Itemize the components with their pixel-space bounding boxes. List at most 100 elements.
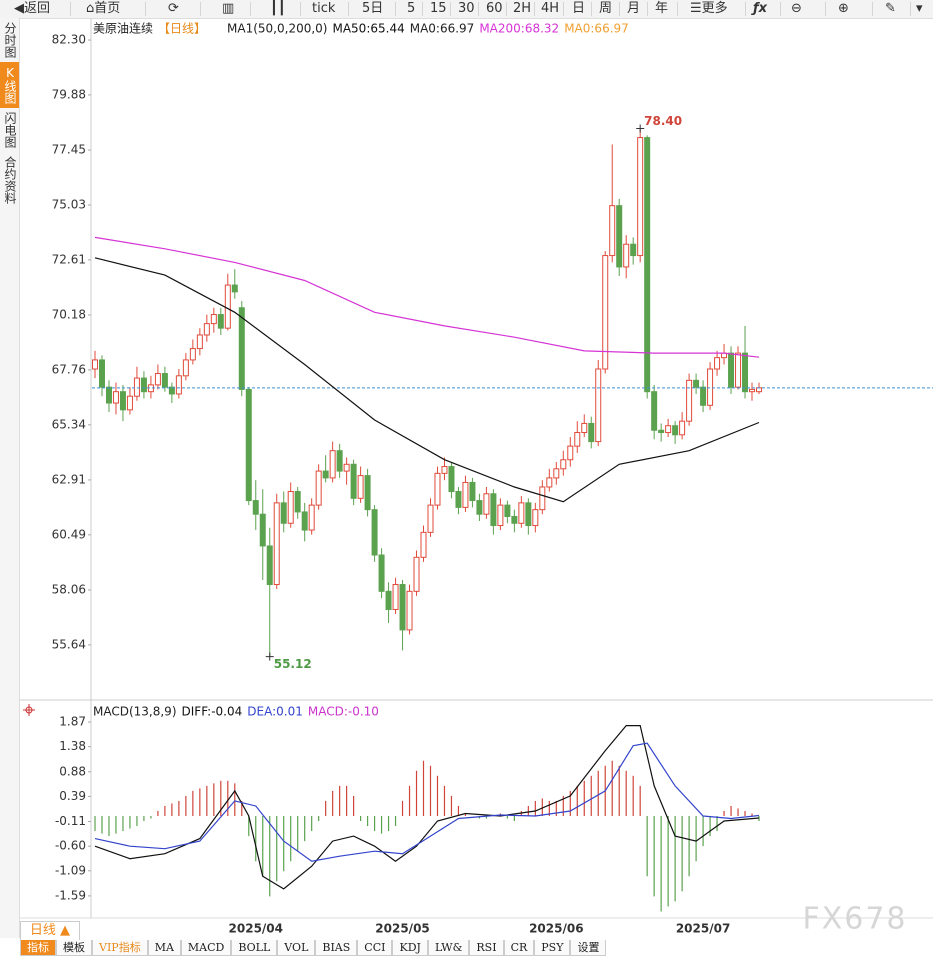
side-tab[interactable]: 闪电图 [3, 112, 17, 148]
candle-body [686, 379, 693, 422]
candle-body [392, 584, 399, 610]
candle-body [273, 502, 280, 586]
candle-body [112, 391, 119, 404]
extreme-marker [636, 124, 645, 133]
candle-body [602, 255, 609, 370]
candle-body [518, 502, 525, 524]
tab[interactable]: BIAS [315, 940, 358, 956]
zoom-out-button[interactable]: ⊖ [791, 1, 802, 16]
candle-body [434, 472, 441, 506]
tab[interactable]: MACD [180, 940, 232, 956]
home-label[interactable]: 首页 [94, 1, 121, 16]
period-selector[interactable]: 日线 ▲ [20, 921, 80, 941]
tab[interactable]: MA [147, 940, 181, 956]
legend-entry: MA1(50,0,200,0) [227, 22, 327, 36]
period-button[interactable]: 4H [541, 1, 560, 16]
draw-button[interactable]: ✎ [885, 1, 896, 16]
candle-body [644, 137, 651, 393]
period-button[interactable]: 60 [486, 1, 503, 16]
y-tick-label: 1.87 [59, 715, 86, 729]
candle-body [336, 450, 343, 472]
period-button[interactable]: 5日 [362, 1, 384, 16]
candle-body [483, 493, 490, 515]
period-button[interactable]: 5 [407, 1, 416, 16]
candle-body [539, 486, 546, 511]
legend-entry: MA50:65.44 [332, 22, 404, 36]
tab[interactable]: 模板 [56, 940, 92, 956]
candle-body [329, 450, 336, 479]
candle-body [560, 459, 567, 470]
tab[interactable]: BOLL [231, 940, 278, 956]
tab[interactable]: VOL [277, 940, 316, 956]
tab[interactable]: LW& [427, 940, 470, 956]
period-button[interactable]: 年 [655, 1, 669, 16]
candle-body [238, 307, 245, 390]
tab[interactable]: VIP指标 [92, 940, 148, 956]
period-button[interactable]: 周 [599, 1, 613, 16]
candle-body [217, 314, 224, 329]
tab[interactable]: CR [503, 940, 535, 956]
y-tick-label: 1.38 [59, 739, 86, 753]
candle-body [399, 584, 406, 631]
candle-body [350, 463, 357, 499]
chart-button[interactable]: ▥ [222, 1, 235, 16]
period-button[interactable]: 日 [572, 1, 586, 16]
tab[interactable]: PSY [534, 940, 571, 956]
candle-body [406, 590, 413, 631]
candle-body [651, 391, 658, 431]
candle-body [441, 466, 448, 474]
candle-body [714, 357, 721, 370]
candle-button[interactable]: ┃┃ [270, 1, 286, 16]
candle-body [105, 386, 112, 404]
candle-body [448, 466, 455, 493]
formula-button[interactable]: ƒx [753, 1, 768, 16]
period-button[interactable]: 2H [513, 1, 532, 16]
back-button[interactable]: ◀返回 [14, 1, 51, 16]
x-tick-label: 2025/07 [676, 922, 730, 936]
extreme-marker [265, 652, 274, 661]
tab[interactable]: 设置 [570, 940, 607, 956]
candle-body [413, 556, 420, 592]
zoom-in-button[interactable]: ⊕ [838, 1, 849, 16]
more-label[interactable]: 更多 [701, 1, 728, 16]
back-label[interactable]: 返回 [24, 1, 51, 16]
tab[interactable]: RSI [469, 940, 504, 956]
y-tick-label: 82.30 [52, 33, 86, 47]
tab[interactable]: KDJ [392, 940, 428, 956]
dropdown-button[interactable]: ▾ [916, 1, 923, 16]
candle-body [308, 504, 315, 531]
tab[interactable]: CCI [357, 940, 393, 956]
y-tick-label: 65.34 [52, 417, 86, 431]
candle-body [252, 500, 259, 515]
candle-body [301, 511, 308, 531]
candle-body [378, 554, 385, 592]
legend-entry: MACD:-0.10 [308, 705, 379, 719]
candle-body [567, 445, 574, 461]
refresh-button[interactable]: ⟳ [168, 1, 179, 16]
candle-body [259, 513, 266, 547]
sidebar: 分时图 K线图 闪电图 合约资料 [0, 18, 20, 938]
candle-body [161, 373, 168, 388]
candle-body [294, 491, 301, 513]
period-button[interactable]: 30 [458, 1, 475, 16]
candle-body [756, 387, 762, 393]
side-tab[interactable]: K线图 [0, 62, 19, 108]
watermark: FX678 [802, 902, 907, 937]
x-tick-label: 2025/04 [229, 922, 283, 936]
candle-body [679, 420, 686, 436]
tab[interactable]: 指标 [20, 940, 56, 956]
y-tick-label: 0.39 [59, 789, 86, 803]
candle-body [364, 475, 371, 511]
candle-body [700, 386, 707, 406]
side-tab[interactable]: 合约资料 [3, 156, 17, 204]
side-tab[interactable]: 分时图 [3, 22, 17, 58]
period-button[interactable]: tick [312, 1, 336, 16]
legend-entry: DEA:0.01 [247, 705, 303, 719]
home-button[interactable]: ⌂首页 [86, 1, 121, 16]
more-button[interactable]: ☰更多 [690, 1, 728, 16]
period-button[interactable]: 15 [430, 1, 447, 16]
candle-body [574, 432, 581, 447]
candle-body [595, 368, 602, 443]
period-button[interactable]: 月 [627, 1, 641, 16]
extreme-label: 78.40 [644, 114, 682, 128]
